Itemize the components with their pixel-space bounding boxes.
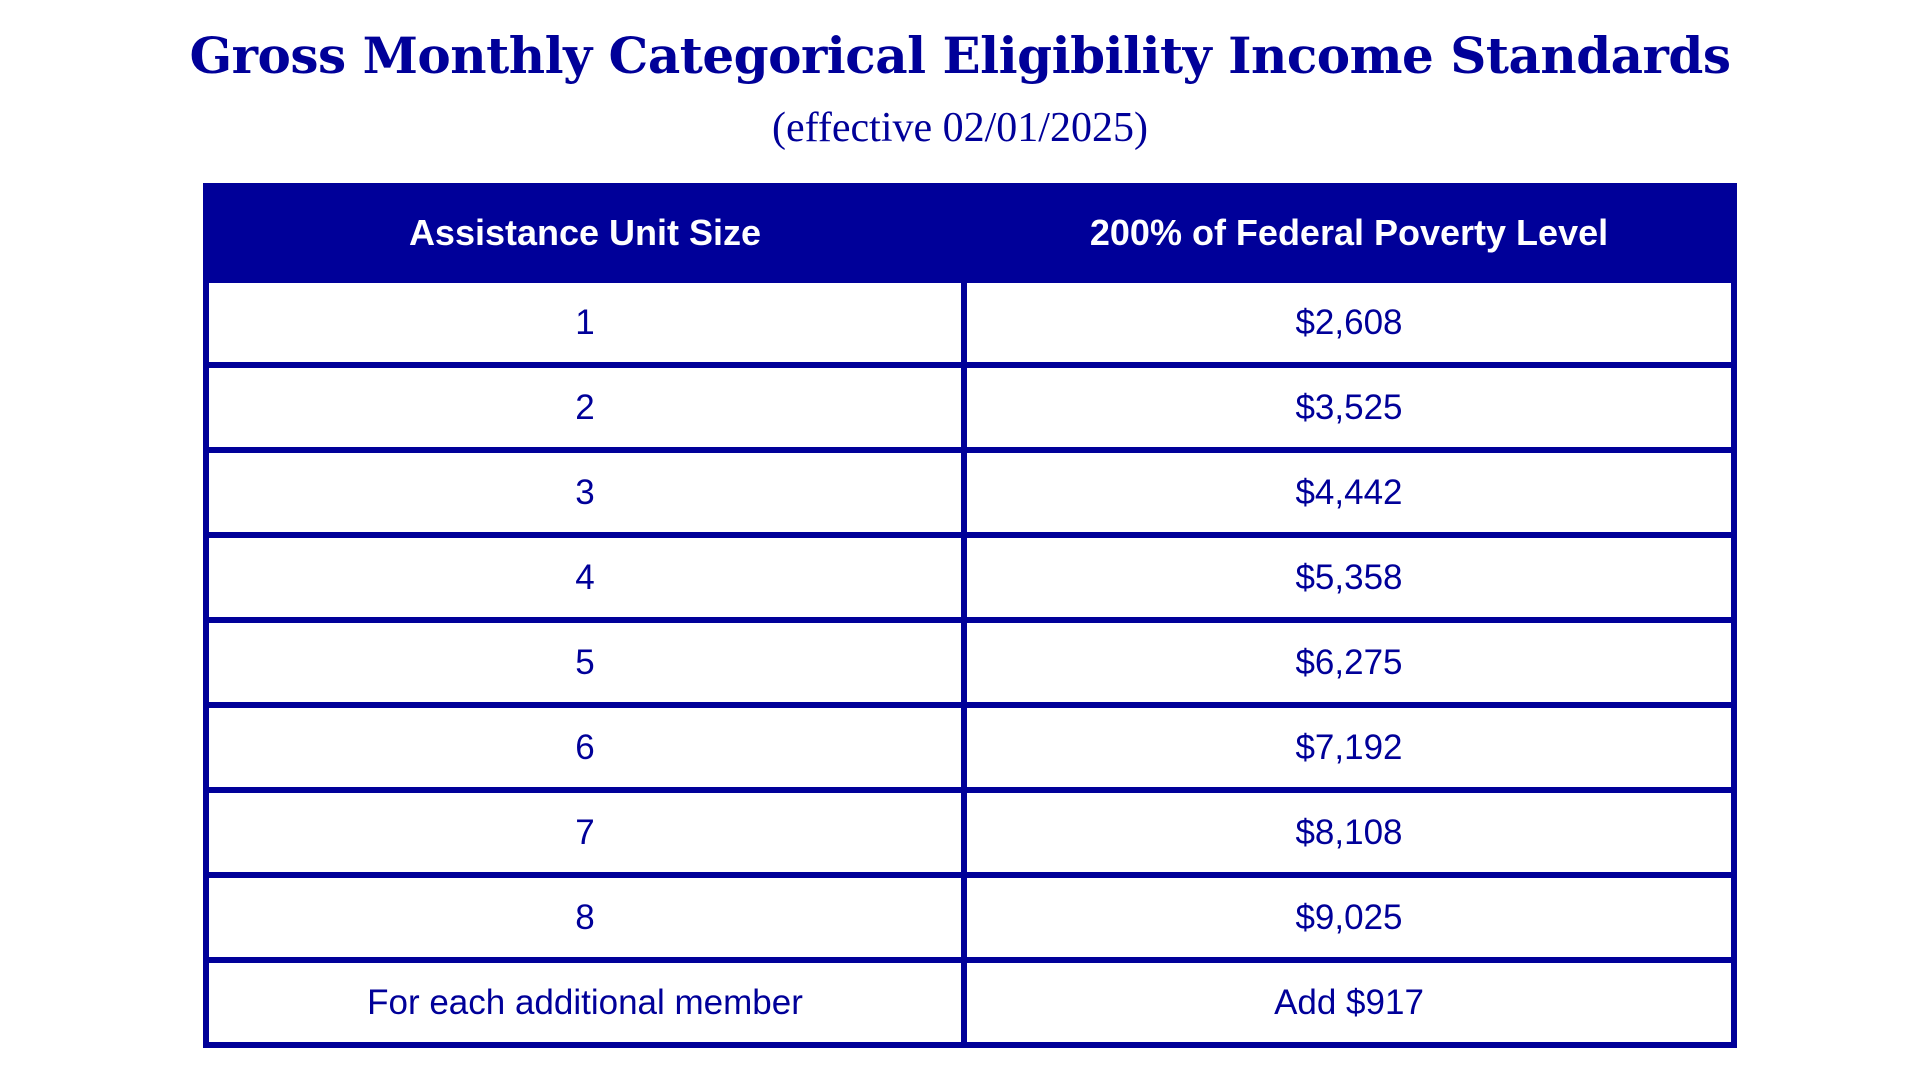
column-header-unit-size: Assistance Unit Size (203, 183, 967, 283)
income-limit-cell: Add $917 (961, 957, 1737, 1048)
income-limit-cell: $9,025 (961, 872, 1737, 963)
table-header-row: Assistance Unit Size 200% of Federal Pov… (203, 183, 1737, 283)
unit-size-cell: 1 (203, 277, 967, 368)
income-limit-cell: $7,192 (961, 702, 1737, 793)
table-row: 3 $4,442 (203, 447, 1737, 538)
page-subtitle: (effective 02/01/2025) (772, 105, 1148, 151)
income-limit-cell: $6,275 (961, 617, 1737, 708)
income-limit-cell: $4,442 (961, 447, 1737, 538)
unit-size-cell: 7 (203, 787, 967, 878)
income-standards-table-wrapper: Assistance Unit Size 200% of Federal Pov… (203, 183, 1737, 1048)
income-limit-cell: $5,358 (961, 532, 1737, 623)
income-limit-cell: $3,525 (961, 362, 1737, 453)
income-limit-cell: $2,608 (961, 277, 1737, 368)
income-standards-table: Assistance Unit Size 200% of Federal Pov… (203, 183, 1737, 1048)
table-row: 5 $6,275 (203, 617, 1737, 708)
column-header-poverty-level: 200% of Federal Poverty Level (961, 183, 1737, 283)
unit-size-cell: 4 (203, 532, 967, 623)
table-row: 7 $8,108 (203, 787, 1737, 878)
table-row: 6 $7,192 (203, 702, 1737, 793)
page-title: Gross Monthly Categorical Eligibility In… (189, 26, 1731, 85)
unit-size-cell: 3 (203, 447, 967, 538)
table-row-additional-member: For each additional member Add $917 (203, 957, 1737, 1048)
unit-size-cell: 6 (203, 702, 967, 793)
income-limit-cell: $8,108 (961, 787, 1737, 878)
table-row: 2 $3,525 (203, 362, 1737, 453)
table-row: 1 $2,608 (203, 277, 1737, 368)
table-row: 4 $5,358 (203, 532, 1737, 623)
unit-size-cell: 2 (203, 362, 967, 453)
unit-size-cell: 8 (203, 872, 967, 963)
unit-size-cell: 5 (203, 617, 967, 708)
table-row: 8 $9,025 (203, 872, 1737, 963)
unit-size-cell: For each additional member (203, 957, 967, 1048)
